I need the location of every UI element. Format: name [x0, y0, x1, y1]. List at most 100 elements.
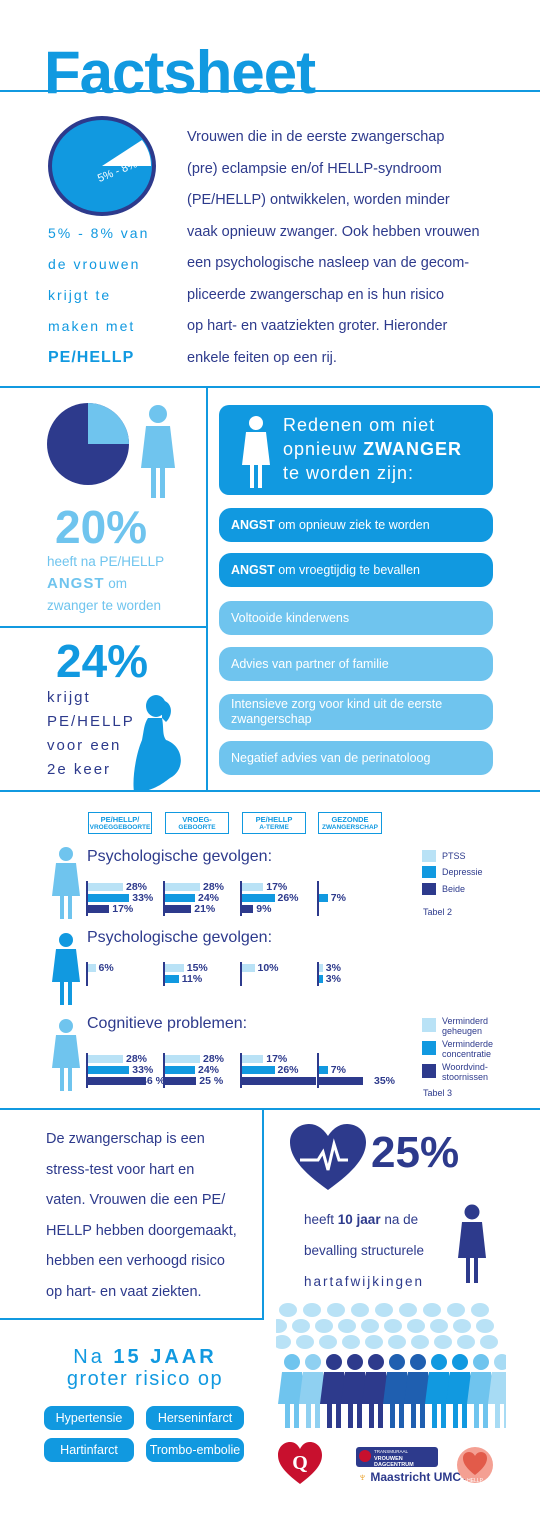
category-label: PE/HELLP A-TERME [242, 812, 306, 834]
chart-bar [242, 883, 264, 891]
legend-swatch [422, 1018, 436, 1032]
intro-stat-line: maken met [48, 318, 136, 334]
intro-paragraph: Vrouwen die in de eerste zwangerschap (p… [187, 122, 527, 374]
angst-line: zwanger te worden [47, 598, 162, 613]
chart-data-label: 9% [256, 903, 272, 915]
divider [0, 386, 540, 388]
legend-swatch [422, 1064, 436, 1078]
chart-data-label: 24% [198, 892, 220, 904]
reasons-title-line: te worden zijn: [283, 463, 415, 483]
crowd-head [342, 1335, 360, 1349]
risk-item: Trombo-embolie [146, 1438, 244, 1462]
intro-line: enkele feiten op een rij. [187, 349, 337, 366]
chart-bar [88, 1066, 130, 1074]
chart-data-label: 25 % [199, 1075, 224, 1087]
crowd-person [446, 1354, 474, 1428]
crowd-head [407, 1319, 425, 1333]
svg-text:Q: Q [292, 1452, 308, 1474]
crowd-person [320, 1354, 348, 1428]
intro-line: op hart- en vaatziekten groter. Hieronde… [187, 318, 448, 334]
chart-axis [317, 1053, 319, 1088]
woman-icon [52, 1019, 80, 1091]
chart-bar [165, 1055, 200, 1063]
chart-bar [88, 1055, 123, 1063]
crowd-head [388, 1335, 406, 1349]
crowd-head [303, 1303, 321, 1317]
chart-bar [242, 894, 275, 902]
crowd-head [457, 1335, 475, 1349]
chart-bar [242, 1055, 264, 1063]
heart-text: heeft 10 jaar na de bevalling structurel… [304, 1212, 425, 1289]
chart-axis [86, 1053, 88, 1088]
crowd-person [383, 1354, 411, 1428]
chart-bar [165, 894, 195, 902]
crowd-person [362, 1354, 390, 1428]
reasons-title-bold: ZWANGER [363, 439, 463, 459]
crowd-person [299, 1354, 327, 1428]
intro-line: (PE/HELLP) ontwikkelen, worden minder [187, 192, 450, 208]
svg-text:HELLP: HELLP [467, 1478, 484, 1484]
second-line: PE/HELLP [47, 713, 135, 730]
intro-line: (pre) eclampsie en/of HELLP-syndroom [187, 160, 442, 177]
crowd-person [488, 1354, 506, 1428]
divider [0, 626, 208, 628]
reason-item: ANGST om vroegtijdig te bevallen [219, 553, 493, 587]
reasons-header: Redenen om niet opnieuw ZWANGER te worde… [219, 405, 493, 495]
reason-item: Voltooide kinderwens [219, 601, 493, 635]
woman-icon [141, 405, 175, 498]
crowd-head [471, 1303, 489, 1317]
chart-data-label: 35% [374, 1075, 396, 1087]
crowd-person [341, 1354, 369, 1428]
chart-bar [88, 905, 110, 913]
hellp-logo: HELLP [457, 1447, 493, 1484]
chart-bar [88, 1077, 146, 1085]
legend-swatch [422, 866, 436, 878]
intro-stat-line: krijgt te [48, 287, 112, 303]
chart-bar [88, 883, 123, 891]
chart-bar [319, 964, 323, 972]
crowd-head [365, 1335, 383, 1349]
crowd-head [276, 1319, 287, 1333]
chart-title: Psychologische gevolgen: [87, 848, 273, 865]
chart-axis [317, 962, 319, 986]
divider [262, 1108, 264, 1318]
chart-data-label: 10% [257, 962, 279, 974]
chart-axis [163, 881, 165, 916]
intro-line: Vrouwen die in de eerste zwangerschap [187, 129, 445, 145]
reason-item: Intensieve zorg voor kind uit de eerste … [219, 694, 493, 730]
intro-line: een psychologische nasleep van de gecom- [187, 255, 470, 271]
legend-swatch [422, 1041, 436, 1055]
intro-line: vaak opnieuw zwanger. Ook hebben vrouwen [187, 223, 480, 240]
divider [0, 790, 540, 792]
crowd-head [384, 1319, 402, 1333]
chart-axis [86, 962, 88, 986]
chart-data-label: 33% [132, 1064, 154, 1076]
risk-item: Herseninfarct [146, 1406, 244, 1430]
chart-bar [319, 1066, 328, 1074]
chart-data-label: 11% [181, 973, 203, 985]
chart-bar [165, 905, 192, 913]
chart-data-label: 28% [203, 1053, 225, 1065]
reasons-title-line: opnieuw [283, 439, 364, 459]
chart-data-label: 6% [98, 962, 114, 974]
legend-label: Woordvind-stoornissen [442, 1062, 489, 1082]
legend-label: Depressie [442, 867, 483, 877]
chart-bar [88, 894, 130, 902]
chart-bar [165, 975, 179, 983]
chart-data-label: 17% [112, 903, 134, 915]
chart-title: Cognitieve problemen: [87, 1015, 248, 1032]
crowd-person [278, 1354, 306, 1428]
intro-stat-bold: PE/HELLP [48, 349, 135, 366]
umc-logo: ♆ Maastricht UMC+ [358, 1470, 469, 1484]
legend-label: Beide [442, 884, 466, 894]
chart-bar [242, 1066, 275, 1074]
vrouwendagcentrum-logo: TRANSMURAAL VROUWEN DAGCENTRUM [356, 1447, 438, 1468]
chart-data-label: 26% [277, 1064, 299, 1076]
reason-item: Advies van partner of familie [219, 647, 493, 681]
chart-axis [86, 881, 88, 916]
crowd-head [411, 1335, 429, 1349]
chart-bar [165, 1077, 197, 1085]
second-line: voor een [47, 737, 122, 754]
legend-swatch [422, 850, 436, 862]
chart-data-label: 28% [126, 1053, 148, 1065]
